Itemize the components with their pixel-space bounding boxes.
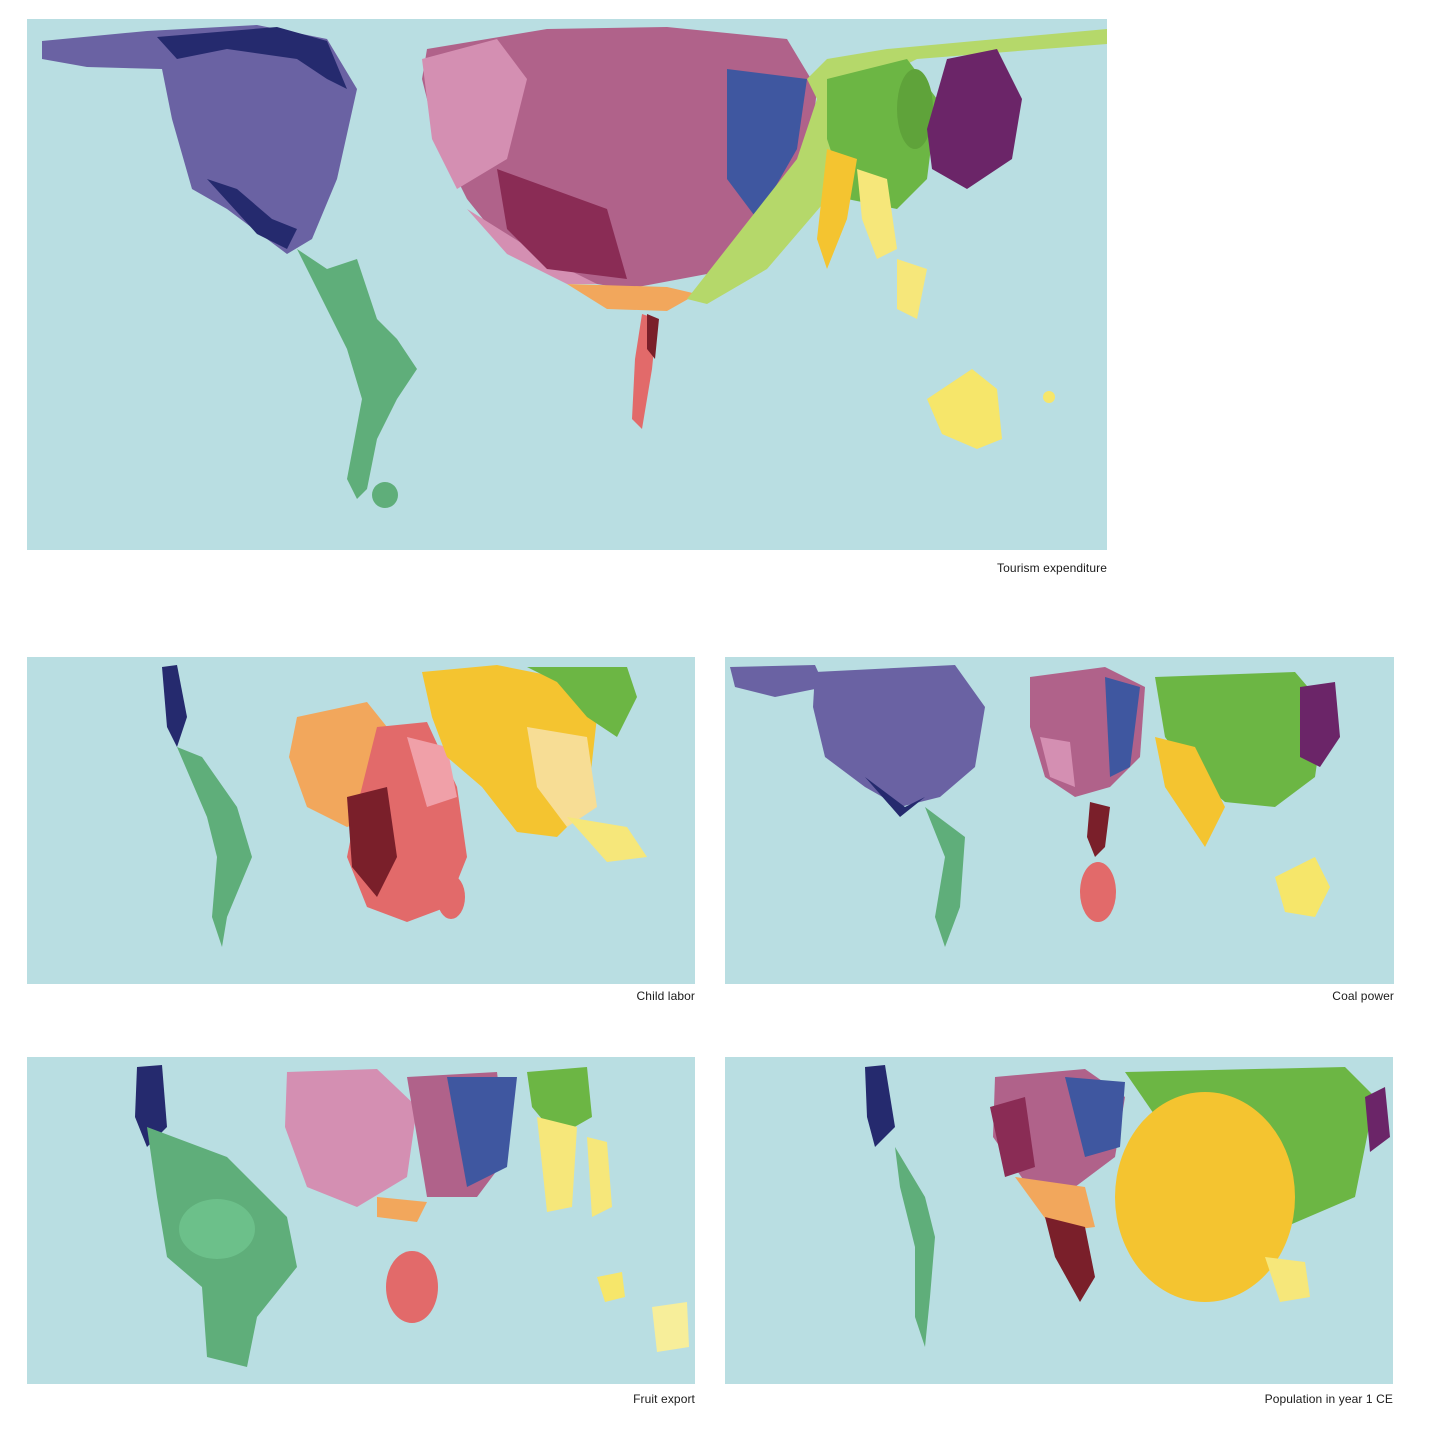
region-india	[1155, 737, 1225, 847]
caption-tourism-expenditure: Tourism expenditure	[997, 561, 1107, 575]
region-indonesia	[897, 259, 927, 319]
region-latin-america	[895, 1147, 935, 1347]
region-indonesia	[567, 817, 647, 862]
map-coal-power	[725, 657, 1394, 984]
region-north-america	[865, 1065, 895, 1147]
region-indonesia	[587, 1137, 612, 1217]
region-europe-south	[1040, 737, 1075, 787]
region-north-america	[813, 665, 985, 807]
map-population-year-1-ce	[725, 1057, 1393, 1384]
region-japan	[1300, 682, 1340, 767]
region-australia	[1275, 857, 1330, 917]
region-central-america	[179, 1199, 255, 1259]
region-middle-east	[1015, 1177, 1095, 1232]
region-europe-east	[1105, 677, 1140, 777]
caption-coal-power: Coal power	[1332, 989, 1394, 1003]
region-africa-north	[1087, 802, 1110, 857]
caption-population-year-1-ce: Population in year 1 CE	[1264, 1392, 1393, 1406]
region-india	[817, 149, 857, 269]
region-southeast-asia	[537, 1117, 577, 1212]
region-southeast-asia	[527, 727, 597, 827]
map-fruit-export	[27, 1057, 695, 1384]
region-mexico	[207, 179, 297, 249]
region-southern-africa	[1080, 862, 1116, 922]
region-australia	[927, 369, 1002, 449]
map-tourism-expenditure	[27, 19, 1107, 550]
caption-fruit-export: Fruit export	[633, 1392, 695, 1406]
map-child-labor	[27, 657, 695, 984]
region-falklands	[372, 482, 398, 508]
caption-child-labor: Child labor	[636, 989, 695, 1003]
region-north-america	[42, 25, 357, 254]
region-latin-america	[297, 249, 417, 499]
region-europe-east	[447, 1077, 517, 1187]
cartogram-population-year-1	[725, 1057, 1393, 1384]
region-europe-east	[727, 69, 807, 219]
region-new-zealand	[1043, 391, 1055, 403]
region-europe-west	[422, 39, 527, 189]
region-africa	[386, 1251, 438, 1323]
region-canada	[157, 27, 347, 89]
region-east-asia	[527, 667, 637, 737]
region-africa-east	[407, 737, 457, 807]
region-latin-america	[925, 807, 965, 947]
region-southeast-asia	[1265, 1257, 1310, 1302]
cartogram-fruit-export	[27, 1057, 695, 1384]
region-middle-east	[377, 1197, 427, 1222]
region-north-america	[135, 1065, 167, 1147]
region-new-zealand	[652, 1302, 689, 1352]
region-middle-east	[567, 284, 697, 311]
region-japan	[1365, 1087, 1390, 1152]
region-australia	[597, 1272, 625, 1302]
region-korea	[897, 69, 933, 149]
region-latin-america	[177, 747, 252, 947]
region-alaska	[730, 665, 825, 697]
region-india	[1115, 1092, 1295, 1302]
region-europe-south	[990, 1097, 1035, 1177]
region-europe-east	[1065, 1077, 1125, 1157]
region-mexico	[865, 777, 925, 817]
region-japan	[927, 49, 1022, 189]
region-europe-south	[497, 169, 627, 279]
region-southeast-asia	[857, 169, 897, 259]
region-africa	[1045, 1217, 1095, 1302]
region-russia	[687, 29, 1107, 304]
cartogram-tourism	[27, 19, 1107, 550]
region-europe-west	[285, 1069, 417, 1207]
region-madagascar	[437, 875, 465, 919]
cartogram-coal-power	[725, 657, 1394, 984]
region-africa-north	[647, 314, 659, 359]
region-north-america	[162, 665, 187, 747]
region-africa-central	[347, 787, 397, 897]
cartogram-child-labor	[27, 657, 695, 984]
